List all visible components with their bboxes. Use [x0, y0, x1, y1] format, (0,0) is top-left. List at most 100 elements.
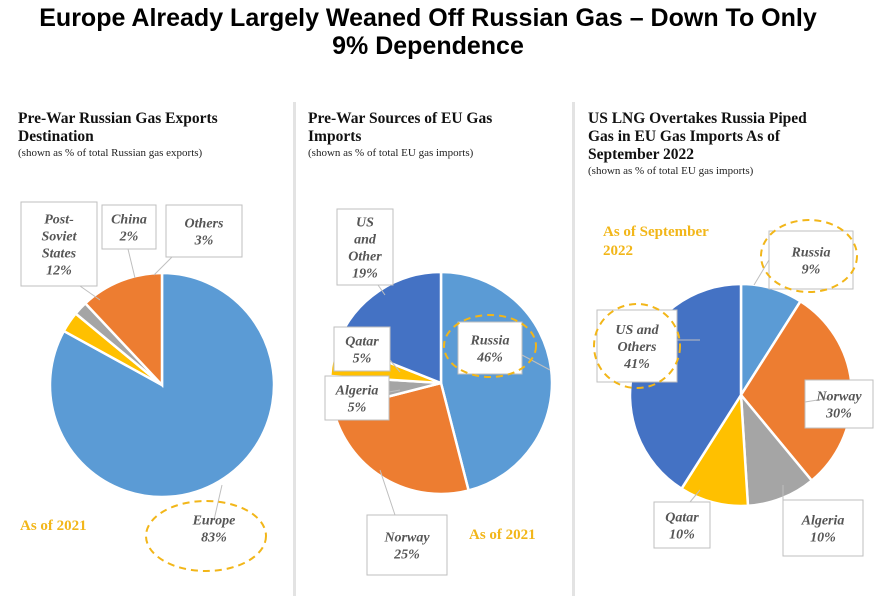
- panel-divider: [293, 102, 296, 596]
- callout-box: [457, 321, 523, 375]
- leader-line: [389, 359, 401, 373]
- panel-title-line: Imports: [308, 128, 362, 145]
- main-title: Europe Already Largely Weaned Off Russia…: [0, 4, 856, 60]
- data-label-line: 3%: [194, 234, 214, 249]
- data-label-line: US and: [615, 323, 659, 338]
- data-label-text: Russia 46%: [470, 334, 510, 366]
- data-label-line: 46%: [476, 351, 503, 366]
- data-label-line: 83%: [201, 531, 227, 546]
- callout-box: [333, 326, 391, 372]
- callout-box: [782, 499, 864, 557]
- panel-sept-2022: US LNG Overtakes Russia Piped Gas in EU …: [588, 110, 872, 178]
- data-label-text: Norway 30%: [815, 390, 862, 422]
- pie-chart-1: Europe 83% Post- Soviet States 12% China 2% Othe…: [20, 201, 276, 572]
- pie-chart-2: Russia 46% Norway 25% Algeria 5% Qatar 5% US and O…: [324, 208, 554, 576]
- leader-line: [377, 284, 386, 296]
- leader-line: [689, 489, 701, 503]
- data-label-line: Qatar: [665, 511, 699, 526]
- panel-subtitle: (shown as % of total EU gas imports): [588, 165, 754, 177]
- main-title-line-1: Europe Already Largely Weaned Off Russia…: [39, 4, 817, 32]
- data-label-text: Russia 9%: [791, 246, 831, 278]
- data-label-line: 30%: [825, 407, 852, 422]
- panel-title-line: Gas in EU Gas Imports As of: [588, 128, 781, 145]
- panel-title-line: US LNG Overtakes Russia Piped: [588, 110, 807, 127]
- data-label-line: States: [42, 247, 77, 262]
- panel-subtitle: (shown as % of total EU gas imports): [308, 147, 474, 159]
- data-label-russia: Russia 9%: [753, 219, 858, 293]
- as-of-label: As of 2021: [469, 527, 536, 543]
- panel-title-line: September 2022: [588, 146, 695, 163]
- data-label-line: China: [111, 213, 147, 228]
- data-label-line: Algeria: [335, 384, 379, 399]
- highlight-ellipse: [145, 500, 267, 572]
- as-of-label: As of 2021: [20, 518, 87, 534]
- data-label-line: 25%: [393, 548, 420, 563]
- callout-box: [653, 501, 711, 549]
- data-label-line: 9%: [802, 263, 821, 278]
- data-label-line: Russia: [470, 334, 510, 349]
- pie-chart-3: Russia 9% Norway 30% Algeria 10% Qatar 10% US an…: [593, 219, 874, 557]
- data-label-us-and-others: US and Others 41%: [593, 303, 700, 389]
- highlight-ellipse: [760, 219, 858, 293]
- data-label-norway: Norway 25%: [366, 469, 448, 576]
- callout-box: [165, 204, 243, 258]
- data-label-text: US and Others 41%: [615, 323, 659, 372]
- data-label-text: Qatar 5%: [345, 335, 379, 367]
- panel-title: Pre-War Russian Gas Exports Destination: [18, 110, 286, 146]
- data-label-line: Soviet: [42, 230, 78, 245]
- data-label-text: Algeria 5%: [335, 384, 379, 416]
- leader-line: [127, 248, 136, 279]
- data-label-line: Others: [618, 340, 657, 355]
- data-label-line: Qatar: [345, 335, 379, 350]
- leader-line: [153, 256, 173, 276]
- data-label-russia: Russia 46%: [443, 314, 551, 378]
- data-label-text: Qatar 10%: [665, 511, 699, 543]
- data-label-text: Others 3%: [185, 217, 224, 249]
- callout-box: [101, 204, 157, 250]
- callout-box: [768, 230, 854, 290]
- data-label-line: 41%: [623, 357, 650, 372]
- callout-box: [366, 514, 448, 576]
- callout-box: [804, 379, 874, 429]
- panel-title-line: Destination: [18, 128, 94, 145]
- data-label-qatar: Qatar 5%: [333, 326, 401, 373]
- leader-line: [753, 259, 770, 286]
- data-label-line: Others: [185, 217, 224, 232]
- data-label-qatar: Qatar 10%: [653, 489, 711, 549]
- panel-subtitle: (shown as % of total Russian gas exports…: [18, 147, 203, 159]
- data-label-text: Norway 25%: [383, 531, 430, 563]
- leader-line: [388, 389, 401, 393]
- data-label-line: Algeria: [801, 514, 845, 529]
- leader-line: [521, 354, 551, 371]
- data-label-line: and: [354, 233, 377, 248]
- as-of-line: As of September: [603, 224, 709, 240]
- panel-title-line: Pre-War Sources of EU Gas: [308, 110, 493, 127]
- data-label-algeria: Algeria 5%: [324, 375, 401, 421]
- main-title-line-2: 9% Dependence: [332, 32, 524, 60]
- leader-line: [213, 484, 223, 521]
- panel-eu-sources: Pre-War Sources of EU Gas Imports (shown…: [308, 110, 568, 160]
- data-label-line: 10%: [669, 528, 695, 543]
- panel-title: US LNG Overtakes Russia Piped Gas in EU …: [588, 110, 872, 164]
- panel-divider: [572, 102, 575, 596]
- callout-box: [596, 309, 678, 383]
- data-label-line: 19%: [352, 267, 378, 282]
- data-label-norway: Norway 30%: [804, 379, 874, 429]
- data-label-line: Russia: [791, 246, 831, 261]
- callout-box: [336, 208, 394, 286]
- data-label-line: Norway: [383, 531, 430, 546]
- data-label-text: Post- Soviet States 12%: [42, 213, 78, 279]
- data-label-line: Norway: [815, 390, 862, 405]
- callout-box: [324, 375, 390, 421]
- as-of-label: As of September 2022: [603, 223, 709, 261]
- pie-slice-post-soviet-states: [83, 271, 164, 389]
- data-label-europe: Europe 83%: [145, 484, 267, 572]
- data-label-line: Europe: [192, 514, 236, 529]
- data-label-line: 2%: [119, 230, 139, 245]
- data-label-line: 10%: [810, 531, 836, 546]
- data-label-line: 12%: [46, 264, 72, 279]
- highlight-ellipse: [443, 314, 537, 378]
- panel-title: Pre-War Sources of EU Gas Imports: [308, 110, 568, 146]
- data-label-line: Post-: [44, 213, 74, 228]
